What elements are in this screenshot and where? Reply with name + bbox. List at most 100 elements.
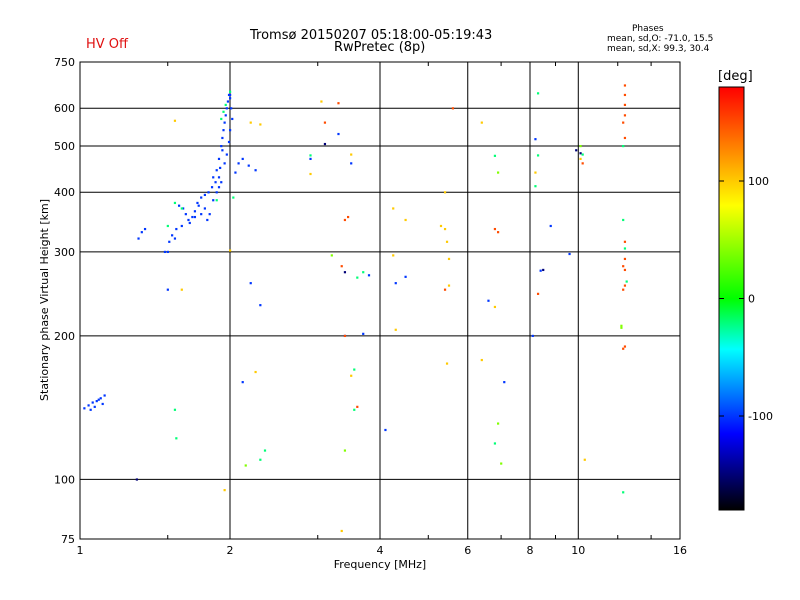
data-point bbox=[101, 402, 104, 406]
data-point bbox=[362, 271, 365, 274]
x-tick-label: 16 bbox=[673, 544, 687, 557]
data-point bbox=[173, 408, 177, 411]
data-point bbox=[350, 162, 353, 165]
data-point bbox=[177, 204, 181, 207]
data-point bbox=[234, 171, 237, 174]
data-point bbox=[447, 257, 451, 261]
data-point bbox=[171, 234, 174, 237]
data-point bbox=[623, 240, 627, 243]
data-point bbox=[356, 405, 359, 408]
x-axis-label: Frequency [MHz] bbox=[334, 558, 426, 571]
data-point bbox=[196, 201, 199, 205]
y-tick-label: 200 bbox=[54, 330, 75, 343]
data-point bbox=[579, 144, 582, 148]
data-point bbox=[309, 172, 312, 176]
data-point bbox=[212, 176, 215, 179]
data-point bbox=[210, 186, 214, 189]
data-point bbox=[445, 362, 449, 365]
data-point bbox=[247, 164, 250, 167]
data-point bbox=[623, 84, 627, 87]
data-point bbox=[180, 288, 183, 291]
data-point bbox=[353, 368, 356, 371]
data-point bbox=[320, 100, 323, 103]
data-point bbox=[451, 107, 455, 110]
data-point bbox=[323, 142, 327, 146]
data-point bbox=[493, 442, 497, 445]
data-point bbox=[223, 162, 226, 165]
data-point bbox=[581, 153, 584, 156]
data-point bbox=[534, 171, 537, 174]
data-point bbox=[200, 196, 203, 199]
data-point bbox=[309, 154, 312, 157]
data-point bbox=[193, 210, 197, 213]
data-point bbox=[343, 334, 347, 338]
data-point bbox=[219, 166, 222, 170]
x-tick-label: 6 bbox=[464, 544, 471, 557]
data-point bbox=[173, 119, 177, 122]
data-point bbox=[223, 489, 226, 492]
data-point bbox=[330, 254, 333, 257]
data-point bbox=[623, 247, 627, 250]
data-point bbox=[579, 157, 582, 161]
data-point bbox=[480, 358, 483, 362]
data-point bbox=[404, 218, 407, 222]
data-point bbox=[531, 334, 534, 338]
data-point bbox=[622, 121, 625, 124]
data-point bbox=[175, 227, 178, 231]
data-point bbox=[622, 347, 625, 350]
data-point bbox=[168, 240, 171, 243]
data-point bbox=[241, 157, 244, 161]
data-point bbox=[623, 345, 627, 348]
data-point bbox=[539, 269, 542, 272]
data-point bbox=[193, 215, 197, 219]
data-point bbox=[231, 117, 234, 121]
data-point bbox=[180, 224, 183, 228]
data-point bbox=[404, 275, 407, 278]
x-tick-label: 4 bbox=[377, 544, 384, 557]
data-point bbox=[215, 169, 218, 172]
data-point bbox=[343, 449, 347, 452]
data-point bbox=[620, 324, 623, 327]
data-point bbox=[220, 181, 223, 184]
data-point bbox=[229, 249, 232, 252]
data-point bbox=[263, 449, 267, 452]
data-point bbox=[227, 140, 231, 144]
data-point bbox=[184, 213, 187, 216]
data-point bbox=[95, 400, 98, 403]
data-point bbox=[166, 250, 169, 254]
data-point bbox=[323, 121, 327, 124]
data-point bbox=[221, 149, 224, 152]
data-point bbox=[208, 213, 211, 216]
data-point bbox=[215, 199, 218, 202]
data-point bbox=[534, 185, 537, 188]
data-point bbox=[203, 193, 206, 197]
hv-status: HV Off bbox=[86, 37, 128, 52]
colorbar-tick-label: -100 bbox=[748, 410, 773, 423]
data-point bbox=[220, 117, 223, 121]
data-point bbox=[91, 401, 94, 404]
phases-title: Phases bbox=[632, 24, 664, 34]
data-point bbox=[191, 215, 194, 219]
x-tick-label: 10 bbox=[571, 544, 585, 557]
data-point bbox=[350, 374, 353, 377]
data-point bbox=[225, 153, 228, 156]
data-point bbox=[225, 107, 228, 110]
data-point bbox=[99, 397, 102, 400]
data-point bbox=[534, 138, 537, 141]
data-point bbox=[337, 132, 340, 136]
data-point bbox=[350, 153, 353, 156]
data-point bbox=[217, 176, 221, 179]
data-point bbox=[206, 218, 209, 222]
grid-lines bbox=[80, 62, 680, 539]
data-point bbox=[223, 121, 226, 124]
data-point bbox=[343, 218, 347, 222]
data-point bbox=[309, 157, 312, 161]
data-point bbox=[175, 437, 178, 440]
data-point bbox=[384, 428, 387, 432]
data-point bbox=[214, 181, 217, 184]
data-point bbox=[340, 529, 343, 533]
colorbar-tick-label: 100 bbox=[748, 175, 769, 188]
data-point bbox=[89, 408, 92, 411]
data-point bbox=[188, 221, 191, 225]
y-tick-label: 300 bbox=[54, 246, 75, 259]
